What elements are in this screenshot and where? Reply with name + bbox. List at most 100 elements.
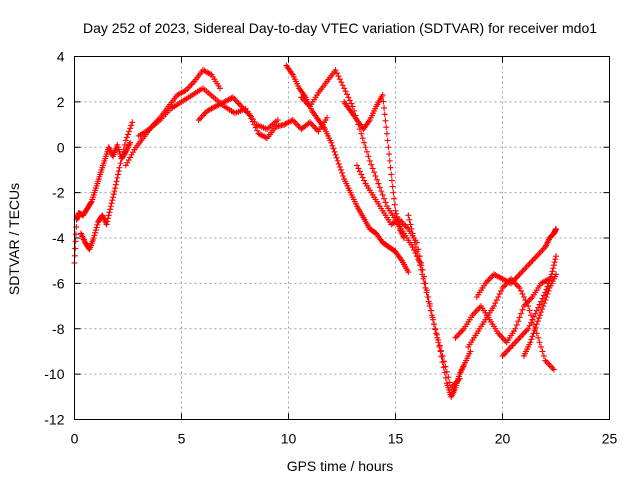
data-point: [329, 142, 336, 149]
data-point: [535, 334, 542, 341]
series-track-6: [283, 62, 412, 276]
y-tick-label: -4: [52, 230, 65, 246]
data-point: [393, 210, 400, 217]
data-point: [368, 161, 375, 168]
data-point: [550, 265, 557, 272]
data-point: [418, 266, 425, 273]
y-axis-label: SDTVAR / TECUs: [6, 183, 22, 295]
data-point: [516, 284, 523, 291]
data-point: [127, 125, 134, 132]
data-point: [115, 168, 122, 175]
data-point: [542, 297, 549, 304]
data-point: [486, 275, 493, 282]
x-axis-label: GPS time / hours: [287, 458, 394, 474]
data-point: [122, 162, 129, 169]
data-point: [413, 248, 420, 255]
data-point: [336, 76, 343, 83]
y-tick-label: -2: [52, 185, 65, 201]
data-point: [110, 194, 117, 201]
data-point: [499, 352, 506, 359]
data-point: [483, 278, 490, 285]
data-point: [536, 250, 543, 257]
data-point: [369, 165, 376, 172]
data-point: [387, 164, 394, 171]
data-point: [381, 195, 388, 202]
data-point: [379, 191, 386, 198]
data-point: [359, 174, 366, 181]
data-point: [545, 360, 552, 367]
data-point: [540, 303, 547, 310]
data-point: [201, 110, 208, 117]
data-point: [228, 95, 235, 102]
data-point: [544, 290, 551, 297]
data-point: [550, 366, 557, 373]
data-point: [291, 118, 298, 125]
data-point: [513, 321, 520, 328]
data-point: [500, 351, 507, 358]
data-point: [520, 293, 527, 300]
y-tick-label: 4: [57, 49, 65, 65]
data-point: [420, 275, 427, 282]
data-point: [423, 289, 430, 296]
data-point: [434, 334, 441, 341]
data-point: [435, 339, 442, 346]
data-point: [513, 274, 520, 281]
data-point: [424, 293, 431, 300]
data-point: [540, 352, 547, 359]
data-point: [90, 235, 97, 241]
data-point: [426, 303, 433, 310]
data-point: [254, 127, 261, 134]
series-track-2: [77, 119, 136, 253]
data-point: [546, 362, 553, 369]
data-point: [324, 114, 331, 121]
data-point: [365, 153, 372, 160]
data-point: [425, 298, 432, 305]
data-point: [405, 212, 412, 219]
data-point: [236, 101, 243, 108]
data-point: [533, 321, 540, 328]
data-point: [529, 333, 536, 340]
data-point: [189, 79, 196, 86]
data-point: [330, 145, 337, 152]
data-point: [356, 168, 363, 175]
data-point: [234, 98, 241, 105]
data-point: [532, 310, 539, 317]
data-point: [516, 271, 523, 278]
data-point: [335, 160, 342, 167]
data-point: [532, 324, 539, 331]
data-point: [542, 357, 549, 364]
data-point: [519, 268, 526, 275]
data-point: [333, 154, 340, 161]
data-point: [519, 306, 526, 313]
data-point: [441, 369, 448, 376]
data-point: [467, 348, 474, 355]
data-point: [72, 245, 79, 252]
data-point: [381, 104, 388, 111]
data-point: [515, 336, 522, 343]
data-point: [116, 164, 123, 171]
data-point: [498, 287, 505, 294]
data-point: [358, 171, 365, 178]
data-point: [515, 318, 522, 325]
data-point: [334, 157, 341, 164]
data-point: [262, 134, 269, 141]
y-axis-ticks: -12 -10 -8 -6 -4 -2 0 2 4: [44, 49, 610, 428]
data-point: [508, 343, 515, 350]
data-point: [107, 203, 114, 210]
data-point: [274, 117, 281, 124]
data-point: [72, 231, 79, 238]
x-tick-label: 20: [495, 431, 511, 447]
data-point: [528, 312, 535, 319]
data-point: [332, 151, 339, 158]
data-point: [496, 331, 503, 338]
series-track-8: [341, 92, 408, 241]
data-point: [551, 259, 558, 266]
data-point: [512, 325, 519, 332]
data-point: [422, 284, 429, 291]
data-point: [440, 364, 447, 371]
data-point: [516, 314, 523, 321]
data-point: [314, 126, 321, 133]
data-point: [503, 348, 510, 355]
data-point: [512, 339, 519, 346]
series-track-3: [122, 67, 224, 169]
